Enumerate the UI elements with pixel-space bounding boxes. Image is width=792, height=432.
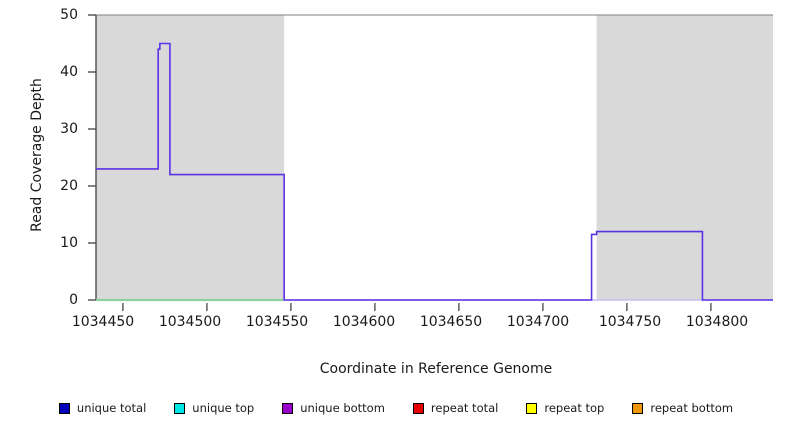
legend-label: unique bottom	[300, 401, 385, 415]
y-tick-label-10: 10	[60, 235, 78, 251]
legend-swatch-icon	[174, 402, 186, 414]
legend-item-repeat-bottom[interactable]: repeat bottom	[632, 401, 733, 415]
legend-item-unique-top[interactable]: unique top	[174, 401, 254, 415]
x-axis-title: Coordinate in Reference Genome	[319, 361, 553, 377]
x-tick-label-1034500: 1034500	[158, 314, 222, 330]
legend-label: repeat total	[430, 401, 499, 415]
y-tick-label-40: 40	[60, 64, 78, 80]
legend-swatch-icon	[526, 402, 538, 414]
legend-label: repeat bottom	[650, 401, 734, 415]
legend: unique total unique top unique bottom repea…	[0, 398, 792, 418]
legend-item-unique-total[interactable]: unique total	[58, 401, 147, 415]
legend-label: repeat top	[544, 401, 605, 415]
legend-swatch-icon	[632, 402, 644, 414]
legend-swatch-icon	[282, 402, 294, 414]
x-tick-label-1034600: 1034600	[332, 314, 396, 330]
axis-layer	[88, 14, 773, 311]
x-tick-label-1034750: 1034750	[598, 314, 662, 330]
legend-item-unique-bottom[interactable]: unique bottom	[282, 401, 385, 415]
shaded-regions-layer	[96, 15, 773, 300]
shaded-region-0	[96, 15, 285, 300]
legend-item-repeat-total[interactable]: repeat total	[412, 401, 499, 415]
legend-label: unique top	[192, 401, 255, 415]
legend-label: unique total	[76, 401, 147, 415]
legend-swatch-icon	[58, 402, 70, 414]
y-tick-label-20: 20	[60, 178, 78, 194]
x-tick-label-1034800: 1034800	[685, 314, 749, 330]
x-tick-label-1034700: 1034700	[506, 314, 570, 330]
x-tick-label-1034550: 1034550	[245, 314, 309, 330]
y-tick-label-50: 50	[60, 7, 78, 23]
y-tick-label-30: 30	[60, 121, 78, 137]
y-tick-label-0: 0	[69, 292, 78, 308]
series-unique-bottom	[96, 42, 773, 301]
x-tick-label-1034450: 1034450	[71, 314, 135, 330]
legend-item-repeat-top[interactable]: repeat top	[526, 401, 604, 415]
data-trace-layer	[96, 42, 773, 302]
legend-swatch-icon	[412, 402, 424, 414]
shaded-region-1	[596, 15, 773, 300]
x-tick-label-1034650: 1034650	[419, 314, 483, 330]
